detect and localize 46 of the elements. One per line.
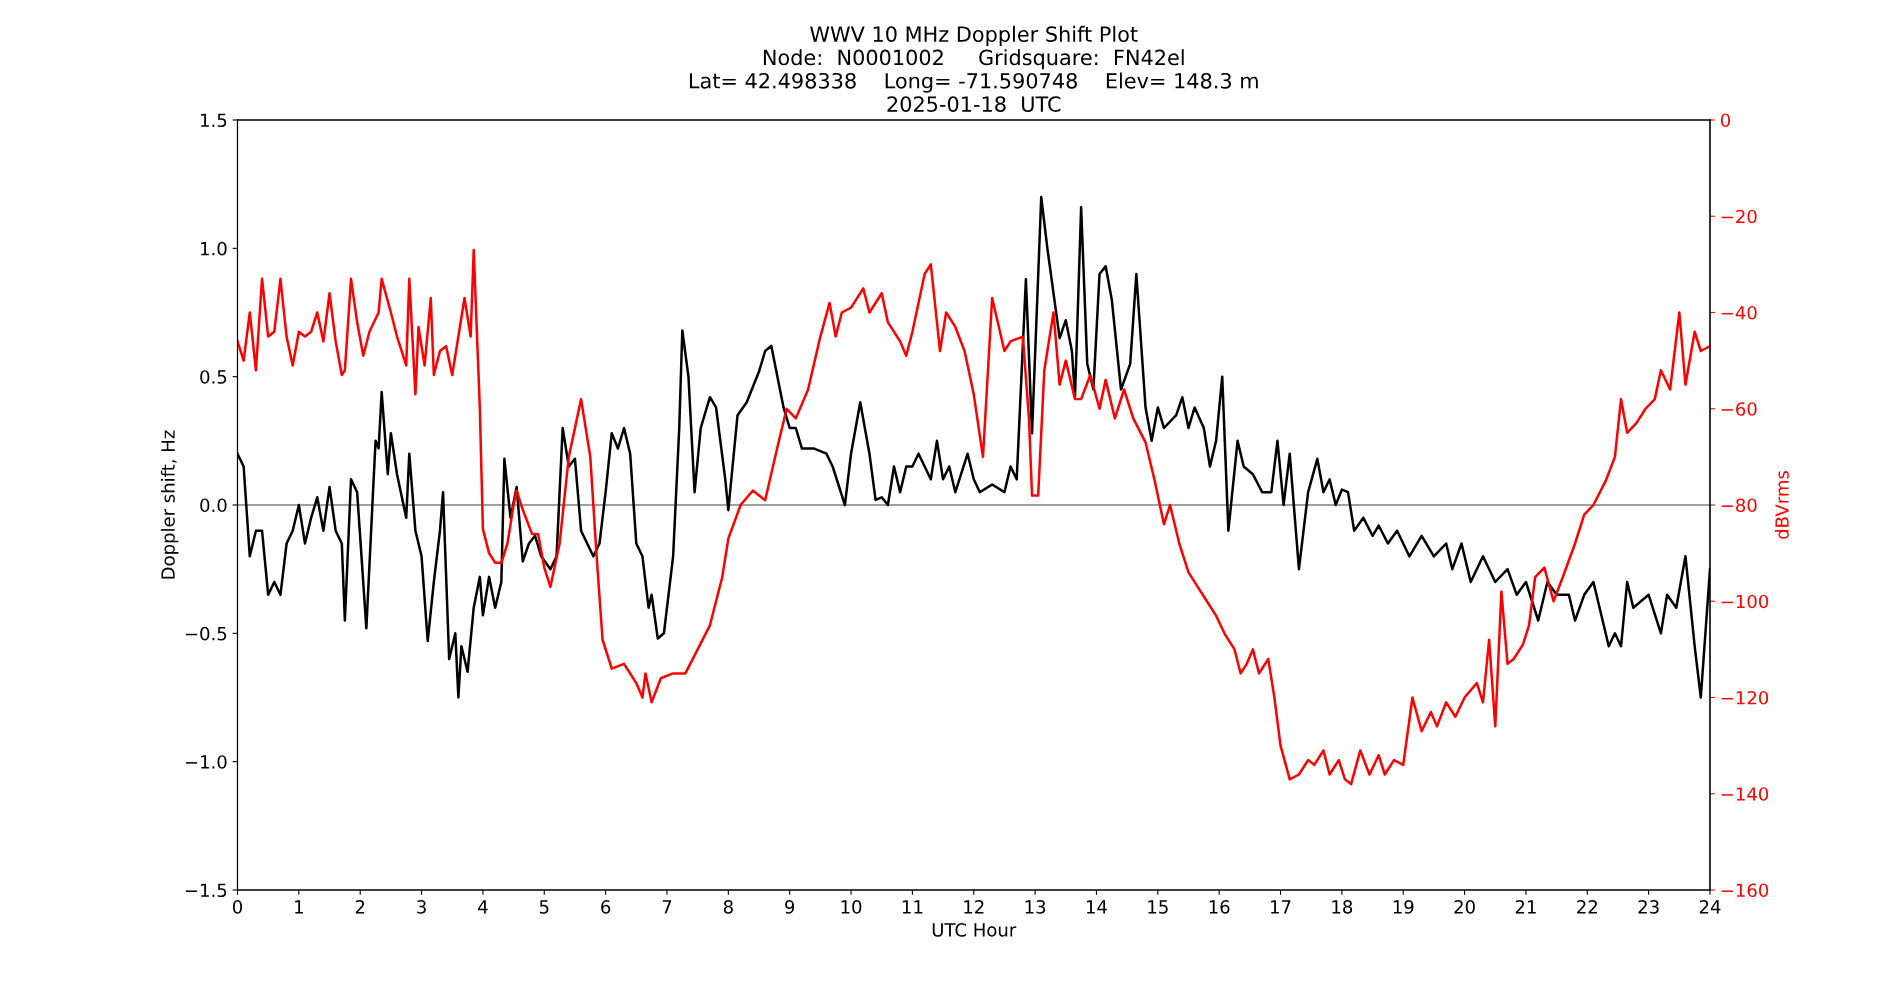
y2-tick-label: 0: [1720, 113, 1731, 128]
y2-tick-label: −160: [1721, 883, 1769, 898]
x-tick-label: 12: [964, 900, 984, 914]
x-tick-label: 6: [601, 900, 611, 914]
y2-tick-label: −80: [1721, 498, 1757, 513]
x-tick-label: 9: [785, 900, 795, 914]
x-tick-label: 16: [1209, 900, 1230, 914]
y2-tick-label: −20: [1721, 209, 1757, 224]
y2-tick-label: −60: [1721, 402, 1757, 416]
x-tick-label: 5: [539, 900, 549, 914]
x-tick-label: 22: [1577, 900, 1597, 914]
y2-tick-label: −140: [1721, 787, 1769, 801]
y-tick-label: −0.5: [185, 626, 227, 641]
x-tick-label: 17: [1271, 900, 1291, 914]
chart-title: WWV 10 MHz Doppler Shift Plot Node: N0001002 Gridsquare: FN42el Lat= 42.498338 Long= -71.590748 Elev= 148.3 m 2025-01-18 UTC: [689, 25, 1258, 112]
x-tick-label: 23: [1638, 900, 1659, 914]
x-tick-label: 0: [232, 900, 243, 914]
x-tick-label: 21: [1515, 900, 1536, 914]
x-tick-label: 7: [662, 900, 672, 914]
y2-tick-label: −40: [1721, 305, 1757, 320]
y-tick-label: 0.5: [200, 370, 227, 384]
y-tick-label: 0.0: [200, 498, 227, 513]
y2-axis-title: dBVrms: [1774, 471, 1789, 539]
x-tick-label: 1: [295, 900, 303, 914]
y2-tick-label: −120: [1721, 690, 1769, 705]
x-tick-label: 15: [1148, 900, 1168, 914]
x-tick-label: 19: [1393, 900, 1414, 914]
x-tick-label: 18: [1332, 900, 1353, 914]
x-tick-label: 3: [417, 900, 426, 914]
x-tick-label: 13: [1025, 900, 1046, 914]
y-tick-label: −1.5: [185, 883, 227, 898]
line-series: [237, 248, 1710, 786]
y2-tick-label: −100: [1721, 594, 1769, 609]
x-tick-label: 4: [478, 900, 488, 914]
x-axis-title: UTC Hour: [932, 923, 1017, 937]
y-tick-label: 1.5: [201, 113, 227, 128]
x-tick-label: 20: [1454, 900, 1475, 914]
y-axis-title: Doppler shift, Hz: [160, 430, 179, 579]
x-tick-label: 24: [1699, 900, 1721, 914]
y-tick-label: 1.0: [201, 241, 227, 256]
x-tick-label: 10: [841, 900, 862, 914]
x-tick-label: 8: [723, 900, 733, 914]
y-tick-label: −1.0: [185, 755, 227, 769]
x-tick-label: 11: [902, 900, 923, 914]
x-tick-label: 14: [1086, 900, 1107, 914]
x-tick-label: 2: [355, 900, 365, 914]
